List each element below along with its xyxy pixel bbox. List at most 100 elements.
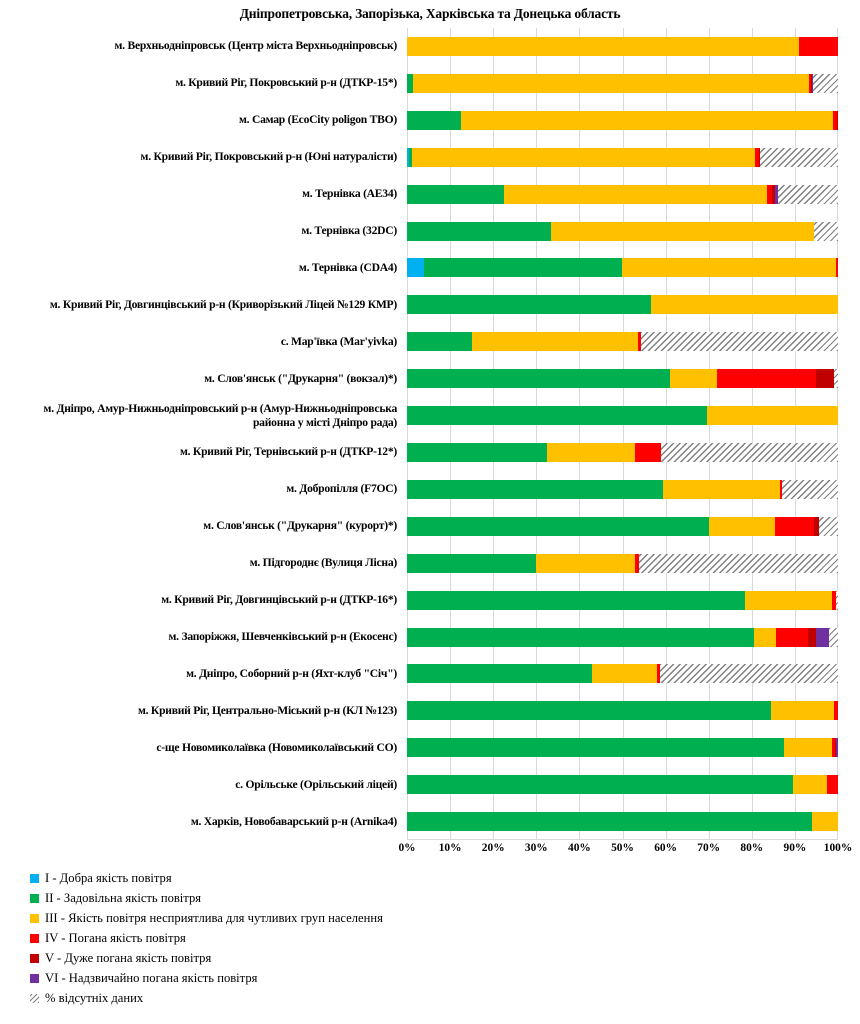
chart-title: Дніпропетровська, Запорізька, Харківська… <box>239 6 621 21</box>
legend-swatch-icon <box>30 933 39 943</box>
bar-segment <box>407 627 754 647</box>
table-row <box>407 627 838 647</box>
x-tick-label: 10% <box>438 842 462 854</box>
bar-segment <box>818 516 838 536</box>
bar-segment <box>592 664 657 684</box>
bar-segment <box>775 184 778 204</box>
bar-segment <box>779 479 782 499</box>
bar-segment <box>407 775 793 795</box>
bar-segment <box>775 516 815 536</box>
table-row <box>407 479 838 499</box>
bar-segment <box>412 73 810 93</box>
x-tick-label: 90% <box>783 842 807 854</box>
bar-segment <box>814 221 838 241</box>
bar-segment <box>407 590 746 610</box>
gridline <box>622 28 624 840</box>
legend-item: II - Задовільна якість повітря <box>18 888 578 908</box>
table-row <box>407 516 838 536</box>
gridline <box>407 28 408 840</box>
bar-segment <box>407 701 772 721</box>
category-label: с. Орільське (Орільський ліцей) <box>235 777 397 791</box>
bar-segment <box>807 627 817 647</box>
bar-segment <box>833 701 838 721</box>
bar-segment <box>760 147 838 167</box>
category-label: м. Самар (EcoCity poligon ТВО) <box>239 113 397 127</box>
bar-segment <box>708 516 776 536</box>
category-label: м. Харків, Новобаварський р-н (Arnika4) <box>190 814 397 828</box>
gridline <box>493 28 495 840</box>
category-label: м. Кривий Ріг, Центрально-Міський р-н (К… <box>137 703 397 717</box>
gridline <box>579 28 581 840</box>
bar-segment <box>638 553 838 573</box>
bar-segment <box>407 258 425 278</box>
legend-swatch-icon <box>30 953 39 963</box>
legend-label: % відсутніх даних <box>45 990 144 1005</box>
bar-segment <box>754 147 760 167</box>
bar-segment <box>407 812 813 832</box>
table-row <box>407 701 838 721</box>
legend-item: I - Добра якість повітря <box>18 868 578 888</box>
legend-swatch-icon <box>30 993 39 1003</box>
bar-segment <box>407 738 785 758</box>
bar-segment <box>814 516 819 536</box>
table-row <box>407 36 838 56</box>
bar-segment <box>831 590 836 610</box>
bar-segment <box>835 258 838 278</box>
gridline <box>751 28 753 840</box>
bar-segment <box>812 812 838 832</box>
legend-swatch-icon <box>30 973 39 983</box>
x-tick-label: 20% <box>481 842 505 854</box>
bar-segment <box>407 406 707 426</box>
gridline <box>536 28 538 840</box>
plot-area <box>407 28 838 840</box>
category-label: м. Запоріжжя, Шевченківський р-н (Екосен… <box>168 629 398 643</box>
bar-segment <box>833 369 838 389</box>
bar-segment <box>717 369 817 389</box>
bar-segment <box>640 332 838 352</box>
chart-legend: I - Добра якість повітря II - Задовільна … <box>18 868 578 1008</box>
bar-segment <box>622 258 836 278</box>
bar-segment <box>834 738 836 758</box>
x-tick-label: 60% <box>654 842 677 854</box>
table-row <box>407 442 838 462</box>
bar-segment <box>706 406 838 426</box>
legend-label: V - Дуже погана якість повітря <box>45 950 212 965</box>
table-row <box>407 406 838 426</box>
table-row <box>407 590 838 610</box>
bar-segment <box>816 369 834 389</box>
bar-segment <box>663 479 780 499</box>
table-row <box>407 147 838 167</box>
bar-segment <box>460 110 833 130</box>
bar-segment <box>407 73 413 93</box>
bar-segment <box>753 627 776 647</box>
gridline <box>450 28 452 840</box>
table-row <box>407 664 838 684</box>
bar-segment <box>407 184 504 204</box>
bar-segment <box>827 775 838 795</box>
category-label: м. Дніпро, Амур-Нижньодніпровський р-н (… <box>43 401 398 429</box>
bar-segment <box>792 775 828 795</box>
category-label: м. Тернівка (AE34) <box>302 187 397 201</box>
gridline <box>708 28 710 840</box>
legend-swatch-icon <box>30 893 39 903</box>
bar-segment <box>637 332 641 352</box>
bar-segment <box>799 36 838 56</box>
bar-segment <box>407 553 537 573</box>
category-label: м. Кривий Ріг, Довгинцівський р-н (ДТКР-… <box>161 593 397 607</box>
category-label: м. Кривий Ріг, Покровський р-н (ДТКР-15*… <box>175 76 397 90</box>
bar-rows <box>407 28 838 840</box>
bar-segment <box>759 147 761 167</box>
bar-segment <box>407 221 552 241</box>
bar-segment <box>547 442 636 462</box>
bar-segment <box>407 369 670 389</box>
bar-segment <box>809 73 812 93</box>
category-label: с. Мар'ївка (Mar'yivka) <box>280 334 397 348</box>
legend-item: IV - Погана якість повітря <box>18 928 578 948</box>
bar-segment <box>813 73 838 93</box>
bar-segment <box>407 147 410 167</box>
bar-segment <box>816 627 830 647</box>
bar-segment <box>772 184 776 204</box>
category-label: м. Добропілля (F7OC) <box>286 482 397 496</box>
table-row <box>407 258 838 278</box>
